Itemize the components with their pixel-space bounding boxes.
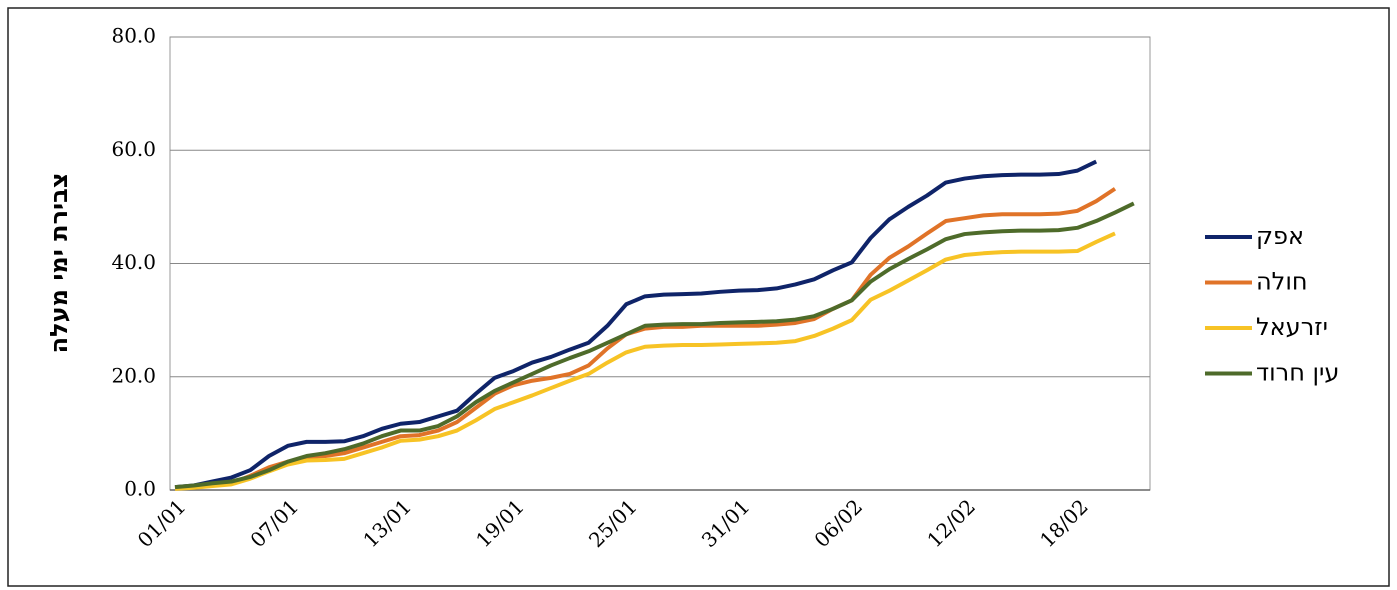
y-tick-label: 80.0 <box>111 24 156 48</box>
y-tick-label: 60.0 <box>111 137 156 161</box>
legend-label: יזרעאל <box>1256 313 1328 341</box>
y-tick-label: 40.0 <box>111 250 156 274</box>
legend-label: חולה <box>1256 268 1308 296</box>
series-line <box>174 159 1098 490</box>
y-tick-label: 20.0 <box>111 363 156 387</box>
series-line <box>174 187 1117 491</box>
legend-label: עין חרוד <box>1256 359 1339 387</box>
chart-frame <box>7 7 1390 587</box>
y-tick-label: 0.0 <box>124 477 156 501</box>
y-axis-label: צבירת ימי מעלה <box>45 173 73 354</box>
series-line <box>174 201 1135 490</box>
series-line <box>174 231 1116 491</box>
legend-label: אפק <box>1256 222 1304 250</box>
